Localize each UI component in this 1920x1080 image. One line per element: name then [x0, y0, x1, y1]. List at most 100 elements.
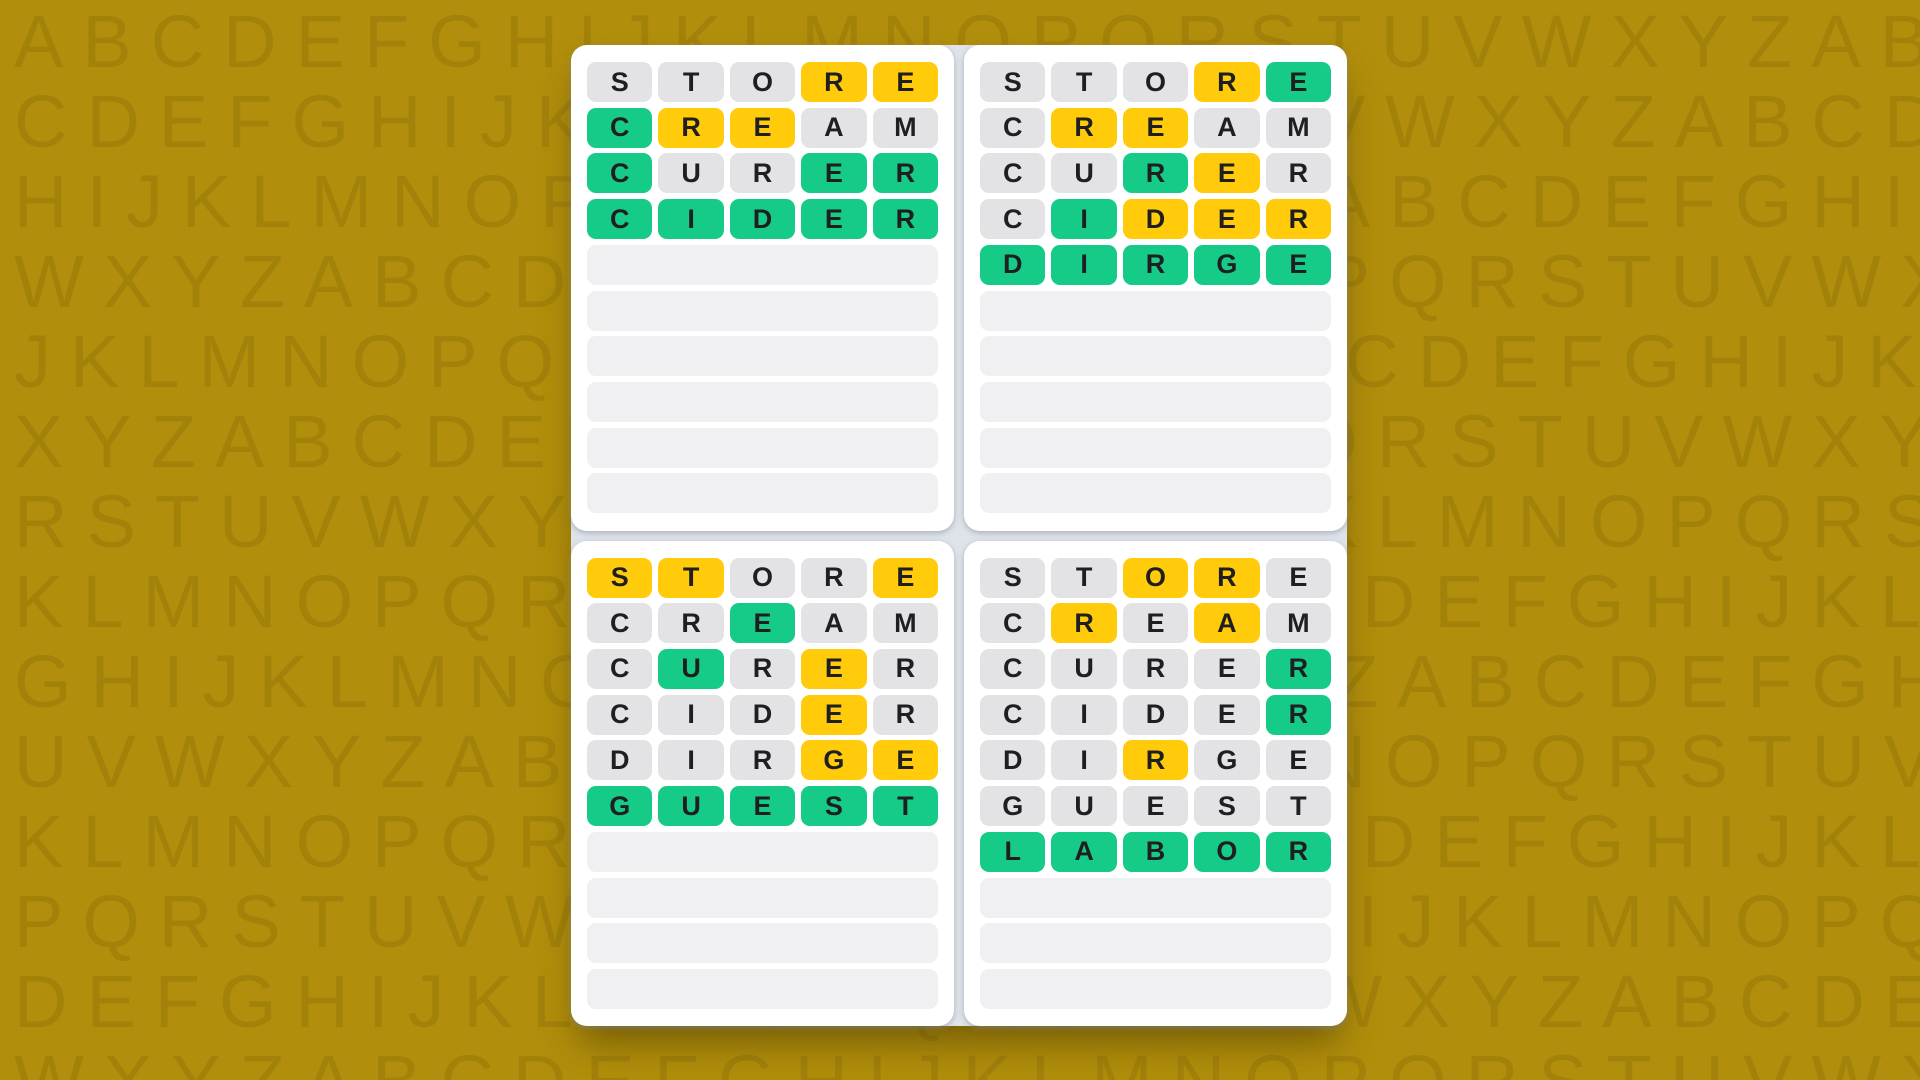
letter-tile-g: G [1194, 244, 1260, 285]
empty-guess-row [980, 877, 1331, 918]
letter-tile-t: T [1051, 62, 1117, 102]
letter-tile-u: U [1051, 648, 1117, 689]
letter-tile-e: E [729, 786, 796, 827]
empty-guess-row [587, 923, 938, 964]
letter-tile-i: I [1051, 740, 1117, 781]
letter-tile-t: T [872, 786, 939, 827]
letter-tile-r: R [801, 62, 867, 102]
letter-tile-e: E [801, 648, 867, 689]
letter-tile-e: E [729, 107, 796, 148]
empty-guess-row [980, 290, 1331, 331]
letter-tile-a: A [1194, 107, 1260, 148]
letter-tile-r: R [1122, 153, 1189, 194]
letter-tile-u: U [658, 786, 724, 827]
letter-tile-e: E [1265, 244, 1332, 285]
letter-tile-u: U [1051, 786, 1117, 827]
letter-tile-g: G [980, 786, 1046, 827]
letter-tile-a: A [801, 107, 867, 148]
letter-tile-u: U [1051, 153, 1117, 194]
letter-tile-r: R [1265, 153, 1332, 194]
letter-tile-t: T [658, 62, 724, 102]
letter-tile-r: R [729, 153, 796, 194]
letter-tile-s: S [980, 62, 1046, 102]
letter-tile-r: R [872, 694, 939, 735]
letter-tile-o: O [1194, 831, 1260, 872]
letter-tile-b: B [1122, 831, 1189, 872]
letter-tile-r: R [1051, 603, 1117, 644]
letter-tile-r: R [1122, 648, 1189, 689]
letter-tile-s: S [587, 557, 653, 598]
letter-tile-e: E [801, 199, 867, 240]
letter-tile-s: S [1194, 786, 1260, 827]
empty-guess-row [587, 290, 938, 331]
letter-tile-a: A [801, 603, 867, 644]
letter-tile-r: R [1122, 244, 1189, 285]
letter-tile-i: I [1051, 244, 1117, 285]
letter-tile-c: C [980, 648, 1046, 689]
letter-tile-e: E [1194, 694, 1260, 735]
letter-tile-d: D [729, 199, 796, 240]
empty-guess-row [587, 473, 938, 514]
empty-guess-row [587, 244, 938, 285]
letter-tile-t: T [1265, 786, 1332, 827]
letter-tile-c: C [980, 107, 1046, 148]
letter-tile-e: E [1194, 153, 1260, 194]
letter-tile-c: C [587, 153, 653, 194]
empty-guess-row [587, 336, 938, 377]
letter-tile-r: R [729, 740, 796, 781]
letter-tile-e: E [729, 603, 796, 644]
letter-tile-c: C [980, 153, 1046, 194]
letter-tile-c: C [980, 199, 1046, 240]
letter-tile-d: D [729, 694, 796, 735]
empty-guess-row [587, 877, 938, 918]
letter-tile-r: R [1265, 199, 1332, 240]
letter-tile-s: S [980, 557, 1046, 598]
letter-tile-i: I [658, 694, 724, 735]
letter-tile-e: E [872, 557, 939, 598]
letter-tile-d: D [980, 244, 1046, 285]
letter-tile-m: M [872, 603, 939, 644]
letter-tile-r: R [801, 557, 867, 598]
letter-tile-l: L [980, 831, 1046, 872]
letter-tile-a: A [1051, 831, 1117, 872]
letter-tile-o: O [729, 62, 796, 102]
letter-tile-c: C [587, 199, 653, 240]
letter-tile-g: G [1194, 740, 1260, 781]
letter-tile-r: R [872, 648, 939, 689]
letter-tile-o: O [729, 557, 796, 598]
empty-guess-row [980, 923, 1331, 964]
background-letter-row: WXYZABCDEFGHIJKLMNOPQRSTUVWXYZAB [14, 1042, 1920, 1080]
letter-tile-e: E [801, 694, 867, 735]
letter-tile-e: E [1265, 62, 1332, 102]
empty-guess-row [980, 382, 1331, 423]
letter-tile-r: R [872, 153, 939, 194]
letter-tile-g: G [801, 740, 867, 781]
letter-tile-s: S [801, 786, 867, 827]
empty-guess-row [980, 473, 1331, 514]
letter-tile-r: R [1265, 694, 1332, 735]
letter-tile-c: C [587, 107, 653, 148]
letter-tile-e: E [872, 740, 939, 781]
letter-tile-i: I [658, 740, 724, 781]
empty-guess-row [980, 336, 1331, 377]
empty-guess-row [587, 427, 938, 468]
